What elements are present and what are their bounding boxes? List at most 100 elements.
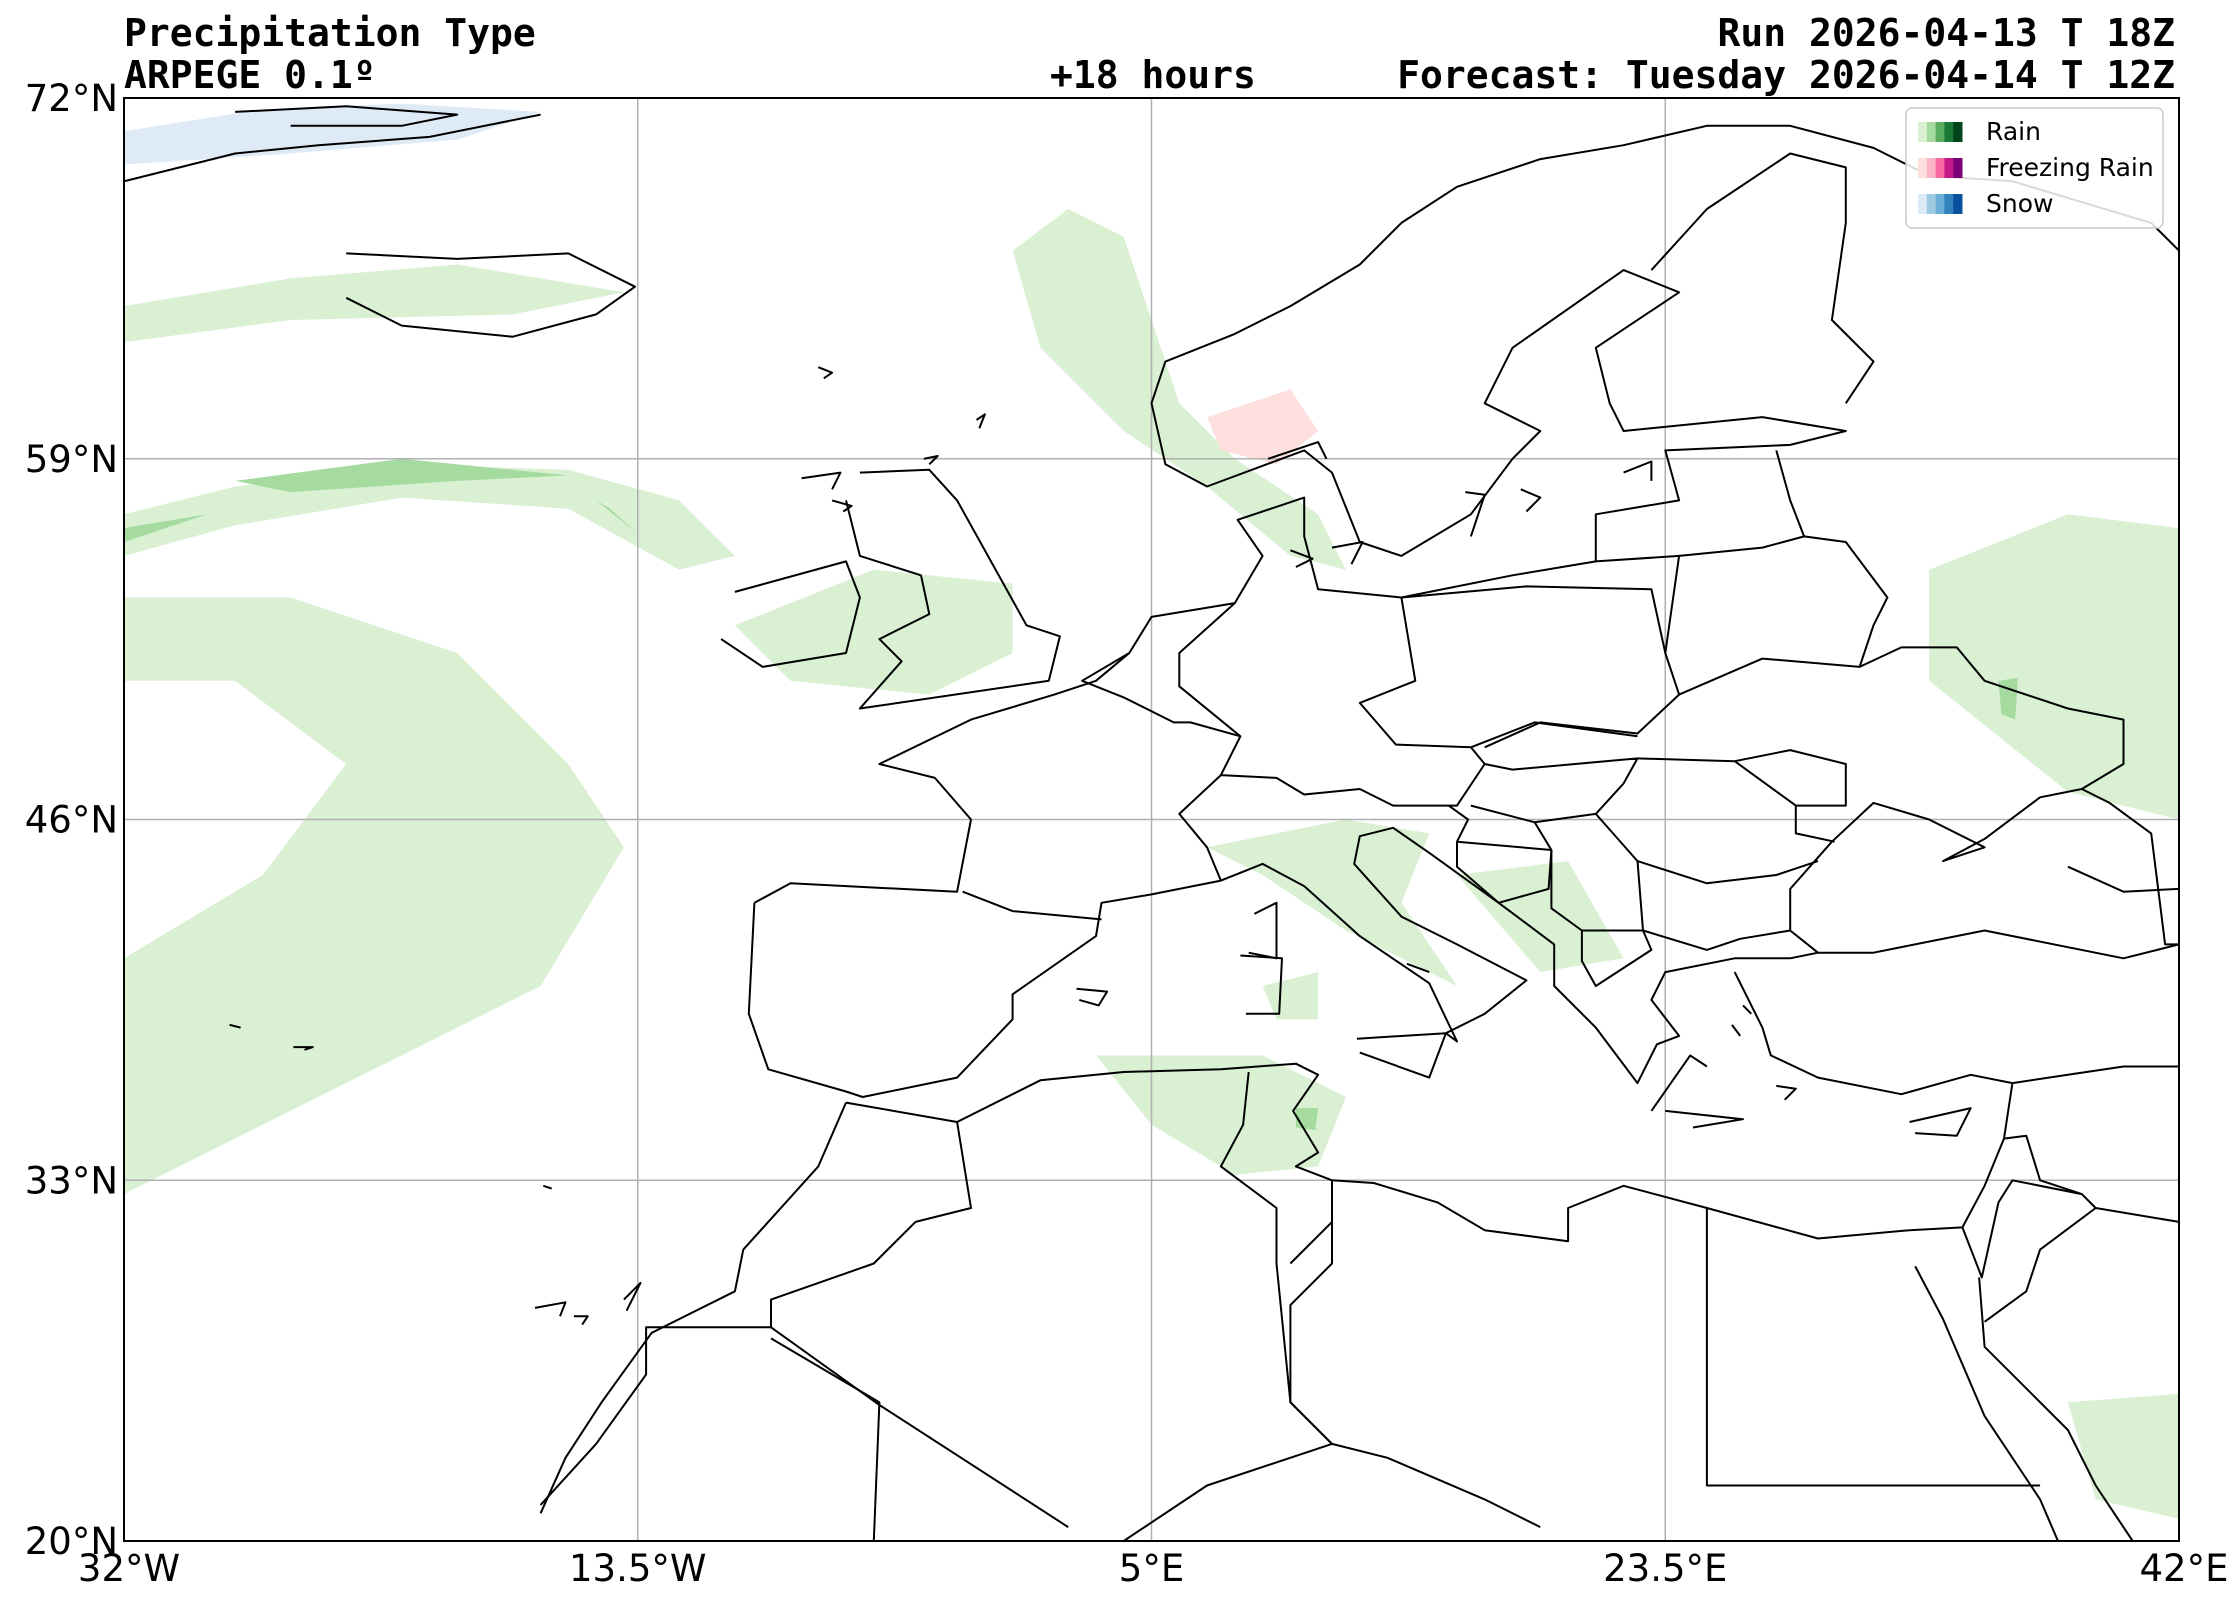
coastline-border-43 [1705, 1208, 2041, 1487]
coastline-border-47 [2012, 1065, 2179, 1085]
rain-area-4 [734, 569, 1013, 695]
coastline-border-62 [801, 471, 842, 490]
model-label: ARPEGE 0.1º [124, 53, 376, 97]
map-title: Precipitation Type [124, 11, 536, 55]
legend-box [1905, 107, 2164, 229]
coastline-border-37 [2067, 865, 2179, 893]
legend-swatch [1926, 194, 1937, 214]
legend-swatch [1944, 158, 1954, 178]
coastline-border-11 [1356, 1032, 1447, 1079]
coastline-border-9 [1248, 901, 1278, 960]
coastline-border-52 [623, 1281, 642, 1312]
coastline-border-51 [573, 1315, 589, 1326]
coastline-border-27 [1636, 861, 1791, 951]
lon-tick-label: 5°E [1119, 1547, 1184, 1590]
lead-time-label: +18 hours [1050, 53, 1256, 97]
lat-tick-label: 33°N [25, 1159, 118, 1202]
coastline-border-69 [1742, 1004, 1753, 1015]
coastline-border-45 [1961, 1202, 2000, 1279]
coastline-border-4 [747, 826, 1819, 1098]
run-label: Run 2026-04-13 T 18Z [1717, 11, 2175, 55]
coastline-border-0 [345, 252, 636, 338]
legend-swatch [1926, 158, 1937, 178]
rain-area-2 [124, 264, 624, 343]
coastline-border-44 [1289, 1180, 1333, 1265]
coastline-border-19 [1178, 602, 1242, 776]
coastline-border-68 [1731, 1024, 1742, 1037]
rain-area-8 [1929, 514, 2179, 820]
lon-tick-label: 42°E [2140, 1547, 2229, 1590]
coastline-border-61 [1331, 541, 1364, 565]
coastline-border-12 [1076, 987, 1109, 1007]
rain-area-11 [235, 458, 569, 493]
coastline-border-36 [1803, 535, 1889, 668]
lon-tick-label: 32°W [78, 1547, 180, 1590]
rain-area-1 [124, 597, 624, 1195]
coastline-border-22 [1401, 585, 1681, 749]
lon-tick-label: 13.5°W [569, 1547, 706, 1590]
coastline-border-53 [293, 1046, 314, 1051]
coastline-border-18 [1178, 597, 1486, 881]
legend-swatch [1918, 158, 1928, 178]
legend-swatch [1935, 158, 1945, 178]
forecast-valid-label: Forecast: Tuesday 2026-04-14 T 12Z [1397, 53, 2175, 97]
legend-swatch [1944, 194, 1954, 214]
coastline-border-40 [770, 1337, 881, 1541]
coastline-border-60 [1290, 549, 1314, 568]
coastline-border-59 [1623, 460, 1653, 481]
legend: Rain Freezing Rain Snow [1905, 107, 2164, 229]
coastline-border-20 [1081, 652, 1241, 738]
coastline-border-16 [124, 113, 541, 183]
coastline-border-65 [923, 455, 939, 466]
legend-swatch [1953, 194, 1963, 214]
legend-label: Freezing Rain [1986, 153, 2154, 182]
legend-swatch [1953, 122, 1963, 142]
coastline-border-41 [1123, 1071, 1333, 1541]
lat-tick-label: 46°N [25, 799, 118, 842]
coastline-border-23 [1470, 721, 1638, 749]
coastline-border-70 [1776, 1084, 1797, 1101]
coastline-border-49 [2003, 1134, 2083, 1196]
coastline-border-15 [235, 105, 459, 127]
coastline-border-29 [1448, 804, 1552, 851]
coastline-border-7 [1914, 1265, 2060, 1541]
rain-area-15 [1998, 678, 2018, 720]
legend-swatch [1918, 122, 1928, 142]
rain-area-10 [2067, 1393, 2179, 1519]
coastline-border-66 [817, 366, 834, 380]
coastline-border-64 [975, 413, 986, 429]
coastline-border-1 [720, 560, 861, 668]
coastline-border-71 [1406, 962, 1430, 974]
rain-area-3 [1012, 209, 1346, 570]
coastline-border-8 [1978, 1277, 2134, 1541]
lon-tick-label: 23.5°E [1603, 1547, 1727, 1590]
coastline-border-42 [1289, 1180, 1541, 1528]
rain-area-5 [1207, 819, 1457, 986]
legend-label: Rain [1986, 117, 2041, 146]
coastline-border-28 [1533, 821, 1643, 932]
rain-area-13 [596, 500, 638, 534]
freezing-area-16 [1207, 389, 1319, 465]
coastline-border-67 [1650, 1054, 1708, 1112]
legend-swatch [1918, 194, 1928, 214]
coastline-border-13 [1665, 1109, 1744, 1129]
coastline-border-26 [1595, 813, 1819, 885]
rain-area-12 [124, 514, 208, 542]
coastline-border-55 [542, 1184, 553, 1190]
legend-label: Snow [1986, 189, 2053, 218]
lat-tick-label: 20°N [25, 1520, 118, 1563]
legend-swatch [1926, 122, 1937, 142]
lat-tick-label: 59°N [25, 438, 118, 481]
coastline-border-48 [1984, 1207, 2097, 1323]
coastline-border-56 [1267, 441, 1328, 460]
coastline-border-58 [1520, 488, 1542, 513]
lat-tick-label: 72°N [25, 77, 118, 120]
coastline-border-6 [539, 1102, 847, 1514]
coastline-border-33 [1595, 554, 1680, 563]
legend-swatch [1935, 194, 1945, 214]
coastline-border-2 [845, 468, 1061, 710]
coastline-border-32 [1664, 450, 1806, 654]
coastline-border-21 [962, 890, 1102, 921]
coastline-border-34 [1678, 646, 2125, 790]
